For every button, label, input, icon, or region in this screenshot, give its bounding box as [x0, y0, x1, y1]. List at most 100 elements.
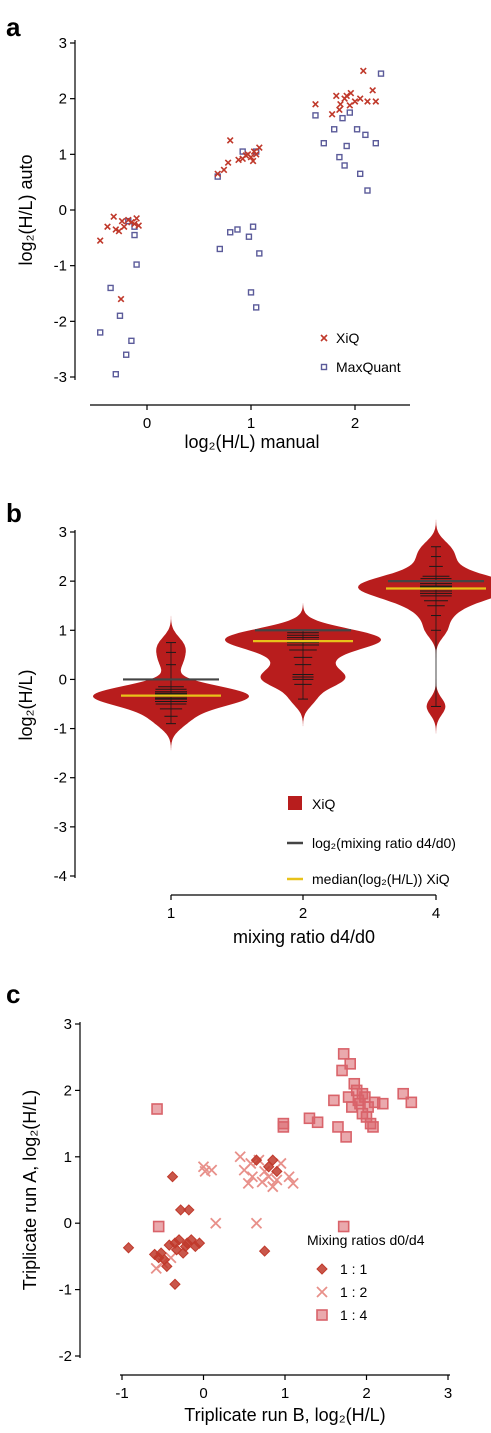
- legend-label-maxquant: MaxQuant: [336, 359, 401, 375]
- xiq-point: [359, 67, 367, 75]
- xiq-point: [351, 98, 359, 105]
- maxquant-point: [128, 337, 135, 345]
- ratio-1-2-point: [271, 1174, 283, 1186]
- ratio-1-4-point: [328, 1094, 340, 1107]
- panel-c-x-tick-label: 3: [444, 1385, 452, 1402]
- legend-label-xiq: XiQ: [336, 330, 359, 346]
- panel-b: b -4 -3 -2 -1 0 1 2 3 1 2 4 mixing ratio d4/d0 lo…: [6, 498, 491, 947]
- ratio-1-2-point: [267, 1181, 279, 1193]
- maxquant-point: [372, 139, 379, 147]
- panel-b-letter: b: [6, 498, 22, 528]
- panel-c-y-tick-label: 1: [64, 1149, 72, 1166]
- ratio-1-4-point: [405, 1096, 418, 1109]
- maxquant-point: [377, 70, 385, 77]
- xiq-point: [255, 144, 263, 152]
- panel-a-y-ticks: -3 -2 -1 0 1 2 3: [54, 35, 75, 386]
- ratio-1-2-point: [287, 1177, 299, 1189]
- maxquant-point: [234, 226, 241, 233]
- xiq-point: [372, 98, 380, 105]
- maxquant-point: [320, 139, 327, 147]
- xiq-point: [249, 157, 257, 165]
- xiq-point: [214, 170, 222, 178]
- maxquant-point: [256, 250, 263, 257]
- xiq-point: [364, 98, 371, 105]
- xiq-point: [120, 223, 128, 231]
- xiq-point: [133, 214, 140, 222]
- panel-b-reference-lines: [121, 580, 486, 697]
- maxquant-point: [339, 114, 346, 122]
- panel-c-x-tick-label: -1: [115, 1385, 128, 1402]
- maxquant-point: [216, 245, 224, 253]
- maxquant-point: [331, 126, 338, 133]
- legend-label-1-1: 1 : 1: [340, 1261, 367, 1277]
- xiq-point: [104, 223, 111, 231]
- legend-x-glyph: [316, 1286, 328, 1298]
- ratio-1-1-point: [258, 1245, 271, 1257]
- maxquant-point: [131, 231, 138, 239]
- xiq-point: [220, 166, 228, 174]
- xiq-point: [328, 110, 336, 118]
- ratio-1-1-point: [250, 1154, 263, 1166]
- panel-b-y-tick-label: 1: [59, 622, 67, 639]
- panel-a: a -3 -2 -1 0 1 2 3 0 1 2 log₂(H/L) manual log₂(H…: [6, 12, 410, 452]
- ratio-1-2-point: [250, 1217, 263, 1229]
- xiq-point: [131, 220, 138, 228]
- panel-c-x-tick-label: 1: [281, 1385, 289, 1402]
- ratio-1-2-point: [283, 1171, 295, 1183]
- panel-b-x-title: mixing ratio d4/d0: [233, 927, 375, 947]
- maxquant-point: [336, 153, 343, 161]
- panel-c-y-tick-label: 3: [64, 1016, 72, 1033]
- panel-c-y-tick-label: 2: [64, 1082, 72, 1099]
- panel-c-x-title: Triplicate run B, log₂(H/L): [184, 1405, 385, 1425]
- ratio-1-1-point: [185, 1234, 197, 1246]
- panel-b-y-tick-label: -3: [54, 819, 67, 836]
- legend-diamond-glyph: [316, 1263, 328, 1275]
- panel-b-x-tick-label: 1: [167, 905, 175, 922]
- panel-a-y-tick-label: 1: [59, 146, 67, 163]
- ratio-1-2-point: [242, 1177, 254, 1189]
- ratio-1-4-point: [397, 1087, 409, 1100]
- maxquant-point: [116, 312, 124, 319]
- panel-a-legend: XiQ MaxQuant: [320, 330, 401, 375]
- maxquant-point: [346, 109, 353, 116]
- ratio-1-4-point: [311, 1116, 324, 1129]
- maxquant-point: [112, 371, 120, 378]
- xiq-point: [242, 152, 250, 159]
- ratio-1-1-point: [183, 1204, 195, 1216]
- panel-c-y-tick-label: -2: [59, 1348, 72, 1365]
- panel-b-y-tick-label: 0: [59, 671, 67, 688]
- ratio-1-2-point: [234, 1151, 246, 1163]
- legend-label-1-2: 1 : 2: [340, 1284, 367, 1300]
- xiq-point: [332, 92, 340, 100]
- legend-marker-maxquant: [320, 363, 328, 371]
- xiq-point: [312, 100, 319, 108]
- xiq-point: [96, 237, 104, 244]
- ratio-1-4-point: [376, 1097, 389, 1110]
- ratio-1-2-point: [246, 1171, 259, 1183]
- legend-marker-1-1: [316, 1263, 328, 1275]
- panel-c-y-title: Triplicate run A, log₂(H/L): [20, 1090, 40, 1290]
- ratio-1-2-point: [199, 1165, 211, 1178]
- maxquant-point: [122, 351, 130, 358]
- panel-b-y-title: log₂(H/L): [16, 669, 36, 740]
- violin-4: [358, 519, 491, 734]
- maxquant-point: [133, 261, 140, 268]
- panel-c-x-tick-label: 2: [362, 1385, 370, 1402]
- legend-x-glyph: [320, 334, 328, 342]
- ratio-1-1-point: [161, 1260, 173, 1273]
- panel-b-y-ticks: -4 -3 -2 -1 0 1 2 3: [54, 524, 75, 885]
- ratio-1-4-point: [336, 1064, 348, 1077]
- xiq-point: [224, 159, 232, 167]
- panel-c: c -2 -1 0 1 2 3 -1 0 1 2 3 Triplicate run B, log₂…: [6, 979, 452, 1425]
- xiq-point: [110, 213, 118, 221]
- ratio-1-4-point: [367, 1121, 379, 1133]
- legend-label-xiq-violin: XiQ: [312, 796, 335, 812]
- panel-b-x-tick-label: 2: [299, 905, 307, 922]
- ratio-1-1-point: [267, 1154, 279, 1166]
- legend-label-median: median(log₂(H/L)) XiQ: [312, 871, 450, 887]
- maxquant-point: [341, 162, 348, 169]
- panel-b-x-tick-label: 4: [432, 905, 440, 922]
- panel-c-x-tick-label: 0: [199, 1385, 207, 1402]
- panel-a-y-title: log₂(H/L) auto: [16, 154, 36, 265]
